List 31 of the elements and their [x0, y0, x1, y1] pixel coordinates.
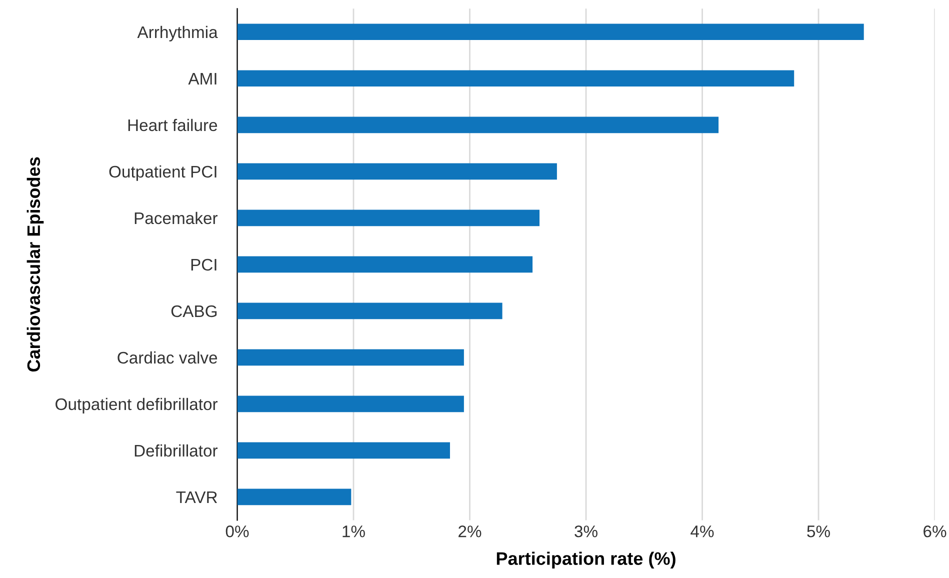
bar	[237, 442, 450, 459]
y-tick-label: Outpatient defibrillator	[56, 398, 218, 414]
x-tick-label: 2%	[458, 526, 482, 538]
bar	[237, 302, 502, 320]
x-axis-title: Participation rate (%)	[496, 552, 676, 569]
y-tick-label: TAVR	[176, 492, 218, 503]
bar	[237, 163, 557, 180]
bar	[237, 488, 352, 506]
x-tick-label: 0%	[226, 526, 249, 538]
bar	[237, 210, 540, 226]
bar	[237, 116, 719, 134]
y-tick-label: Arrhythmia	[137, 26, 218, 42]
y-tick-label: Pacemaker	[134, 212, 218, 224]
y-tick-label: Heart failure	[128, 118, 218, 132]
x-tick-label: 3%	[574, 526, 598, 538]
y-tick-label: Defibrillator	[134, 444, 218, 457]
bar	[237, 256, 533, 273]
bar	[237, 349, 464, 366]
bar	[237, 24, 864, 40]
bar	[237, 396, 464, 412]
y-tick-label: Cardiac valve	[118, 351, 218, 364]
bar	[237, 70, 794, 87]
y-tick-label: Outpatient PCI	[109, 165, 216, 181]
x-tick-label: 5%	[807, 526, 830, 538]
x-tick-label: 1%	[342, 526, 365, 538]
x-tick-label: 6%	[924, 526, 946, 538]
y-tick-label: PCI	[191, 258, 216, 271]
x-tick-label: 4%	[690, 526, 714, 538]
y-tick-label: AMI	[188, 72, 216, 84]
y-tick-label: CABG	[171, 305, 217, 318]
y-axis-title: Cardiovascular Episodes	[26, 157, 44, 372]
